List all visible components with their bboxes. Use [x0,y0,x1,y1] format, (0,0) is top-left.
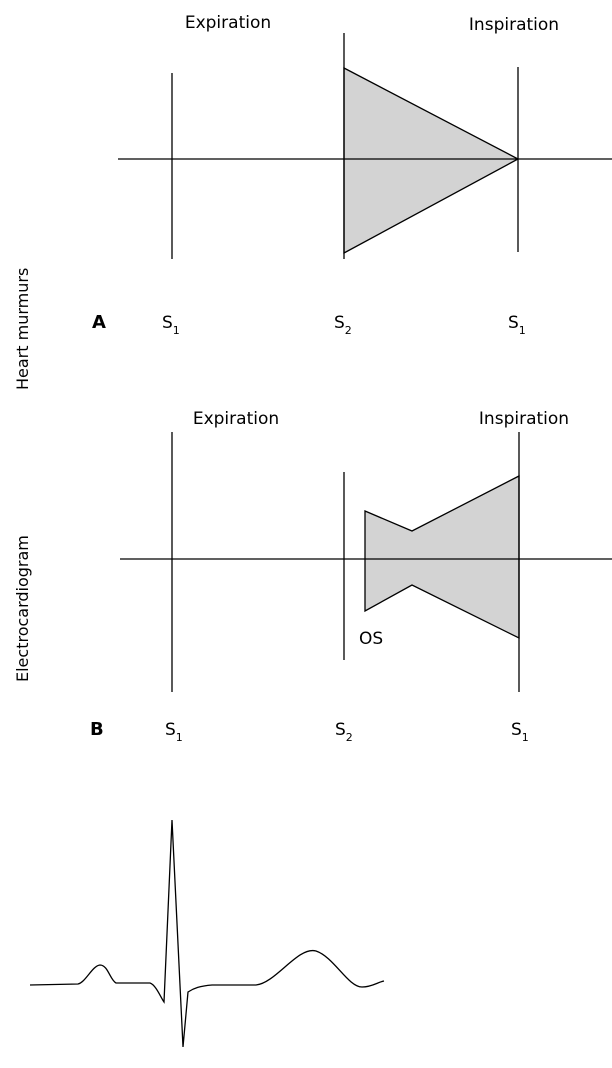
panel-b-os-label: OS [359,629,383,649]
panel-b-sound-s1: S1 [165,720,183,744]
panel-b-inspiration-label: Inspiration [479,409,569,429]
panel-a-inspiration-label: Inspiration [469,15,559,35]
electrocardiogram-label: Electrocardiogram [13,535,32,682]
panel-b-sound-s2: S2 [335,720,353,744]
panel-a-sound-s1: S1 [162,313,180,337]
panel-a-sound-s1-second: S1 [508,313,526,337]
ecg-waveform [29,819,385,1048]
panel-a: Expiration Inspiration A S1 S2 S1 [92,13,612,337]
panel-a-murmur-shape [343,66,520,255]
panel-a-letter: A [92,312,106,333]
panel-b: Expiration Inspiration OS B S1 S2 S1 [90,409,612,744]
panel-a-expiration-label: Expiration [185,13,271,33]
panel-b-letter: B [90,719,104,740]
panel-b-sound-s1-second: S1 [511,720,529,744]
panel-b-murmur-shape [364,474,520,640]
panel-b-expiration-label: Expiration [193,409,279,429]
panel-a-sound-s2: S2 [334,313,352,337]
heart-murmurs-label: Heart murmurs [13,268,32,390]
